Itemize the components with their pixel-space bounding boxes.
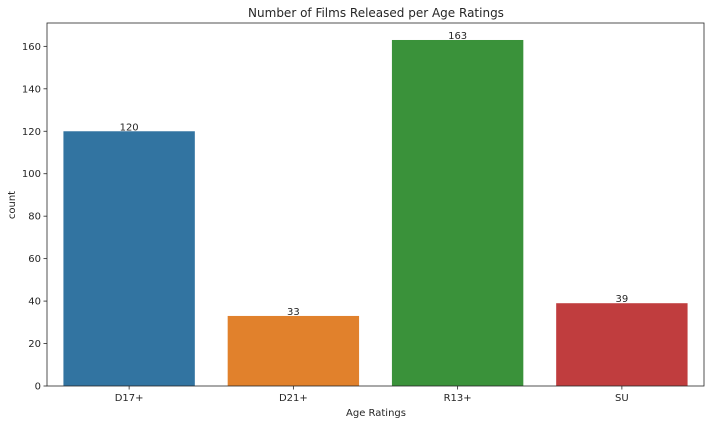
- bar-su: [556, 303, 688, 386]
- y-tick-label: 100: [22, 169, 41, 180]
- y-tick-label: 20: [28, 339, 41, 350]
- bar-d17: [63, 131, 195, 386]
- x-tick-label: D17+: [115, 393, 144, 404]
- bars-group: [63, 39, 688, 387]
- x-tick-label: D21+: [279, 393, 308, 404]
- y-tick-label: 140: [22, 84, 41, 95]
- data-labels-group: 120 33 163 39: [120, 31, 629, 318]
- y-axis: 0 20 40 60 80 100 120 140 160: [22, 42, 47, 393]
- data-label: 39: [616, 294, 629, 305]
- bar-d21: [227, 315, 360, 386]
- y-tick-label: 160: [22, 42, 41, 53]
- data-label: 163: [448, 31, 467, 42]
- y-tick-label: 60: [28, 254, 41, 265]
- x-axis: D17+ D21+ R13+ SU: [115, 386, 629, 404]
- chart-title: Number of Films Released per Age Ratings: [248, 6, 504, 20]
- data-label: 120: [120, 122, 139, 133]
- x-axis-label: Age Ratings: [346, 408, 406, 419]
- y-tick-label: 120: [22, 127, 41, 138]
- x-tick-label: R13+: [444, 393, 472, 404]
- y-tick-label: 80: [28, 212, 41, 223]
- x-tick-label: SU: [615, 393, 629, 404]
- plot-frame: [46, 22, 705, 387]
- y-tick-label: 40: [28, 297, 41, 308]
- data-label: 33: [287, 307, 300, 318]
- y-tick-label: 0: [35, 382, 41, 393]
- bar-r13: [391, 39, 524, 387]
- y-axis-label: count: [7, 191, 18, 219]
